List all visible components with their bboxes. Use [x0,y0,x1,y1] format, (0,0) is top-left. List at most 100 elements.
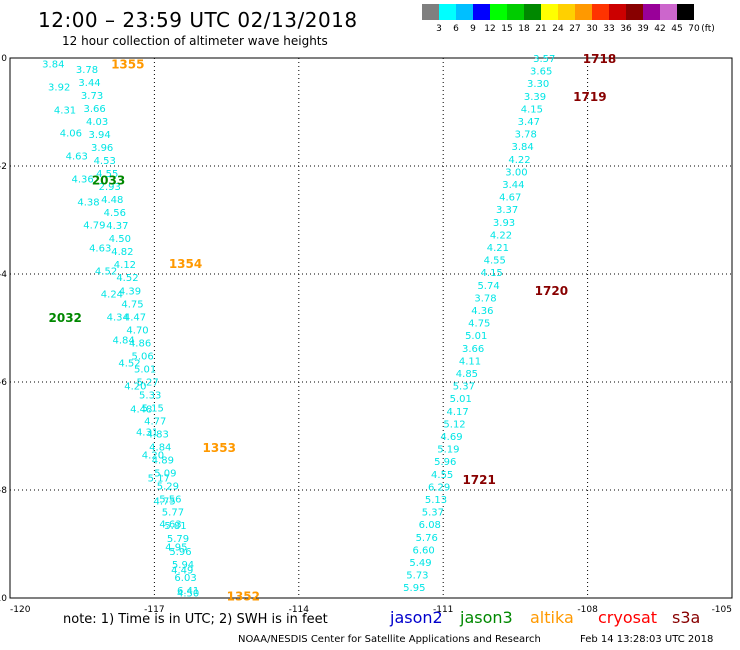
swh-value: 3.78 [474,293,496,304]
footer-note: note: 1) Time is in UTC; 2) SWH is in fe… [63,612,328,627]
swh-value: 4.11 [459,356,481,367]
swh-value: 4.56 [104,208,126,219]
swh-value: 6.08 [419,520,441,531]
legend-label: 45 [671,24,683,34]
legend-label: 3 [436,24,442,34]
swh-value: 4.53 [94,156,116,167]
swh-value: 3.30 [527,79,549,90]
lon-tick-label: -120 [10,605,31,615]
swh-value: 3.94 [89,130,111,141]
swh-value: 4.75 [121,299,143,310]
swh-value: 5.01 [465,331,487,342]
swh-value: 5.33 [139,390,161,401]
swh-value: 5.19 [437,445,459,456]
swh-value: 4.03 [86,117,108,128]
legend-swatch [541,4,558,20]
swh-value: 5.49 [409,558,431,569]
swh-value: 4.36 [471,306,493,317]
swh-value: 5.15 [142,404,164,415]
legend-swatch [592,4,609,20]
swh-value: 5.73 [406,571,428,582]
swh-value: 4.82 [111,247,133,258]
swh-value: 3.00 [505,167,527,178]
legend-label: 18 [518,24,530,34]
swh-value: 4.49 [171,566,193,577]
swh-value: 6.29 [428,482,450,493]
legend-swatch [473,4,490,20]
map-frame [9,57,733,599]
legend-swatch [507,4,524,20]
pass-time-label: 1718 [583,52,616,66]
swh-value: 4.31 [136,428,158,439]
swh-value: 4.15 [481,268,503,279]
swh-value: 6.41 [177,586,199,597]
swh-value: 4.48 [101,195,123,206]
satellite-name-jason3: jason3 [460,608,513,627]
legend-swatch [575,4,592,20]
swh-value: 5.29 [157,482,179,493]
legend-swatch [439,4,456,20]
swh-value: 4.89 [152,456,174,467]
swh-value: 3.78 [515,130,537,141]
legend-swatch [524,4,541,20]
swh-value: 3.37 [496,205,518,216]
swh-value: 4.20 [124,382,146,393]
swh-value: 3.44 [78,78,100,89]
swh-value: 3.47 [518,117,540,128]
swh-value: 5.27 [137,377,159,388]
swh-value: 4.52 [116,273,138,284]
swh-value: 4.55 [431,470,453,481]
lon-tick-label: -111 [433,605,453,615]
swh-value: 3.39 [524,92,546,103]
pass-time-label: 1352 [227,589,260,603]
swh-value: 5.96 [434,457,456,468]
credit-text: NOAA/NESDIS Center for Satellite Applica… [238,634,541,645]
satellite-name-s3a: s3a [672,608,701,627]
legend-label: 12 [484,24,496,34]
legend-swatch [626,4,643,20]
swh-value: 4.50 [177,589,199,600]
legend-swatch [490,4,507,20]
swh-value: 4.22 [508,155,530,166]
pass-time-label: 1721 [462,473,495,487]
swh-value: 4.38 [77,197,99,208]
lat-tick-label: -2 [0,162,7,172]
swh-value: 4.79 [83,220,105,231]
swh-value: 3.93 [493,218,515,229]
legend-swatch [558,4,575,20]
lon-tick-label: -105 [712,605,732,615]
pass-time-label: 1353 [203,441,236,455]
swh-value: 5.76 [416,533,438,544]
lat-tick-label: -8 [0,486,7,496]
swh-value: 4.85 [456,369,478,380]
swh-value: 6.60 [412,545,434,556]
lat-tick-label: 0 [1,54,7,64]
lat-tick-label: -4 [0,270,7,280]
lat-tick-label: -6 [0,378,7,388]
legend-label: 36 [620,24,632,34]
swh-value: 4.37 [106,221,128,232]
pass-time-label: 1720 [535,284,568,298]
swh-value: 4.52 [118,359,140,370]
page-subtitle: 12 hour collection of altimeter wave hei… [62,34,328,48]
satellite-name-jason2: jason2 [390,608,443,627]
satellite-name-altika: altika [530,608,574,627]
swh-value: 5.96 [169,547,191,558]
legend-swatch [456,4,473,20]
pass-time-label: 1719 [573,90,606,104]
legend-label: 9 [470,24,476,34]
swh-value: 4.12 [114,260,136,271]
swh-value: 5.01 [450,394,472,405]
swh-value: 4.06 [60,128,82,139]
legend-label: 24 [552,24,564,34]
swh-value: 5.37 [422,508,444,519]
swh-value: 4.67 [499,193,521,204]
swh-value: 5.12 [443,419,465,430]
swh-value: 3.73 [81,91,103,102]
swh-value: 3.66 [83,104,105,115]
swh-value: 5.09 [154,469,176,480]
legend-swatch [643,4,660,20]
swh-value: 5.13 [425,495,447,506]
legend-swatch [609,4,626,20]
